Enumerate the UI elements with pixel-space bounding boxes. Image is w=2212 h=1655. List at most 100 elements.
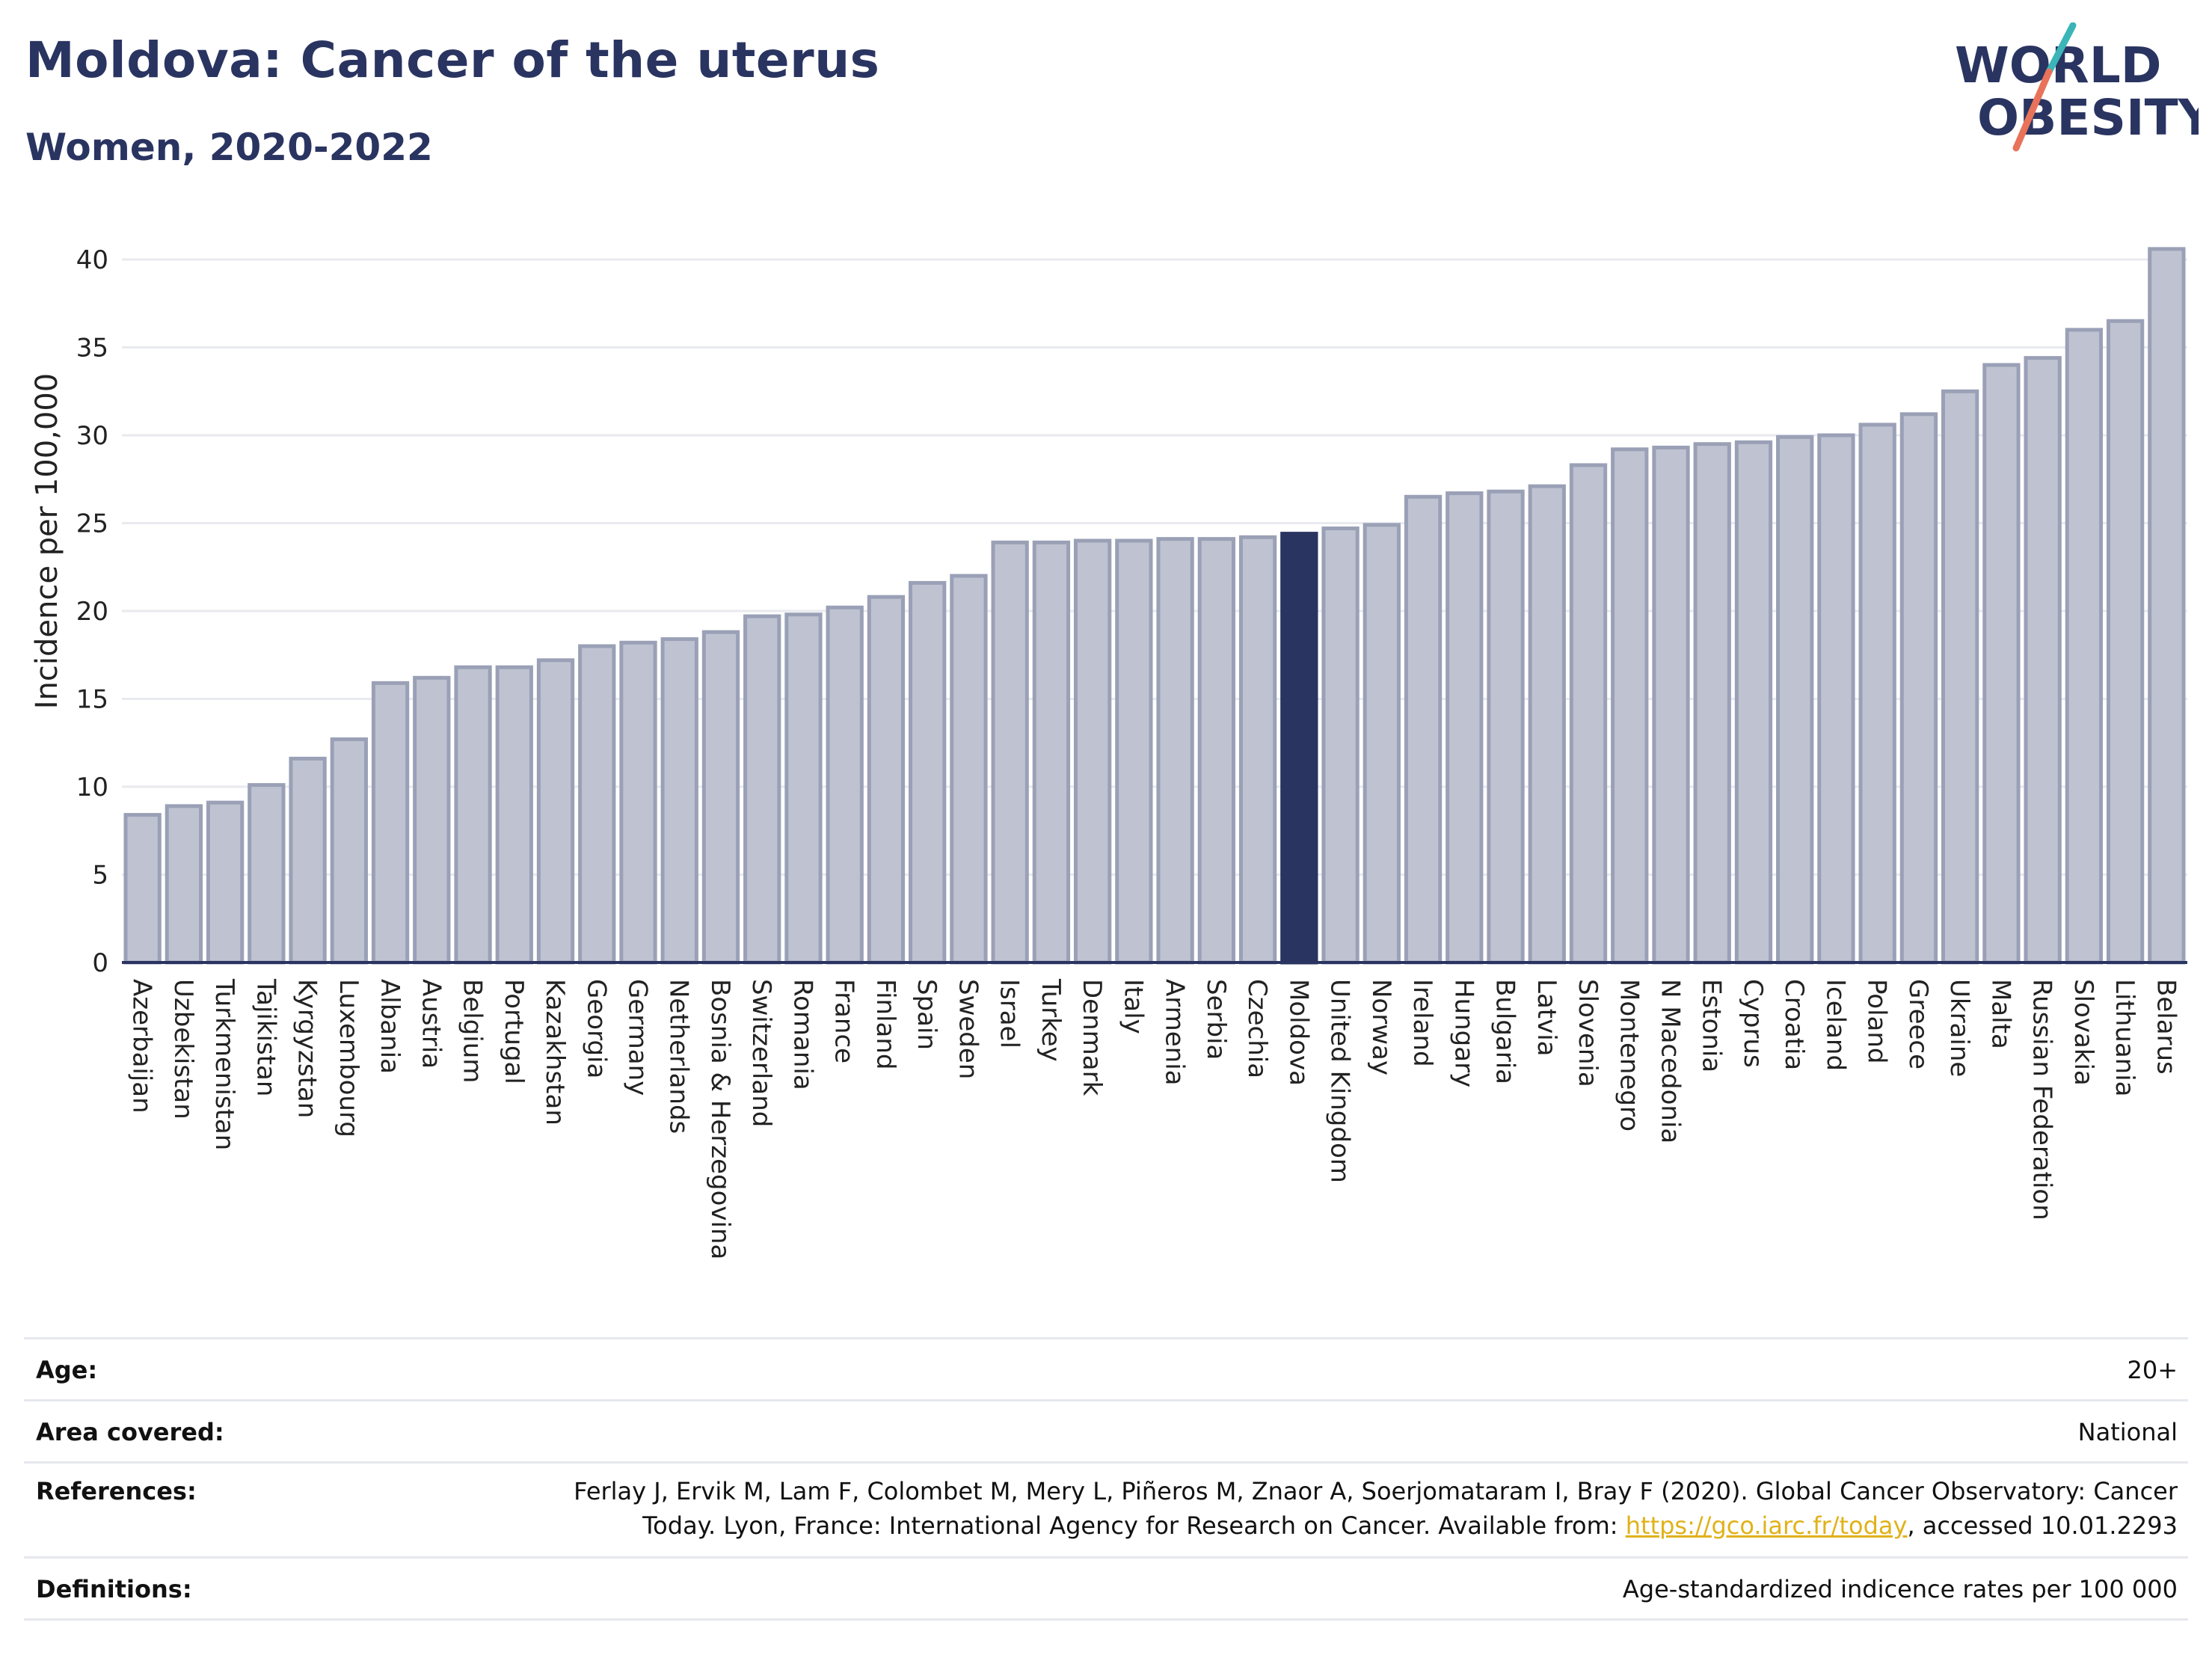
bar <box>784 612 823 965</box>
bar <box>867 595 906 965</box>
x-tick-label: Tajikistan <box>251 978 280 1096</box>
x-tick-label: Bulgaria <box>1490 979 1520 1084</box>
x-tick-label: Italy <box>1118 979 1148 1034</box>
x-tick-label: N Macedonia <box>1656 979 1686 1143</box>
x-tick-label: Spain <box>912 979 941 1050</box>
x-tick-label: Turkmenistan <box>209 978 239 1150</box>
x-tick-label: Kazakhstan <box>540 979 570 1126</box>
bar <box>950 574 988 965</box>
x-tick-label: Belarus <box>2151 979 2181 1075</box>
bar <box>289 756 327 965</box>
bar <box>660 637 698 965</box>
age-label: Age: <box>36 1356 98 1384</box>
x-tick-label: Russian Federation <box>2027 979 2057 1220</box>
area-value: National <box>2077 1418 2178 1446</box>
y-tick-label: 10 <box>76 773 108 802</box>
y-tick-label: 35 <box>76 334 108 363</box>
x-tick-label: Turkey <box>1036 978 1066 1062</box>
bar-chart: 0 5 10 15 20 25 30 35 40 Incidence per 100,000 Aze… <box>30 245 2187 1259</box>
bar <box>1197 537 1236 965</box>
y-tick-label: 40 <box>76 245 108 275</box>
references-line-2-post: , accessed 10.01.2293 <box>1907 1511 2178 1540</box>
bar <box>1032 540 1071 965</box>
x-tick-label: Czechia <box>1242 979 1272 1078</box>
bar <box>909 580 947 965</box>
bar <box>1446 491 1484 965</box>
bar <box>1362 523 1401 965</box>
x-tick-label: Romania <box>787 979 817 1090</box>
bar <box>1404 494 1443 965</box>
page-subtitle: Women, 2020-2022 <box>25 126 433 169</box>
x-tick-label: Albania <box>375 979 405 1074</box>
x-tick-label: Austria <box>416 979 446 1069</box>
x-tick-label: Armenia <box>1160 979 1190 1086</box>
bar <box>123 813 162 965</box>
x-tick-label: Denmark <box>1077 979 1107 1096</box>
references-link[interactable]: https://gco.iarc.fr/today <box>1625 1511 1908 1540</box>
x-tick-label: Ireland <box>1407 979 1437 1067</box>
x-tick-label: Bosnia & Herzegovina <box>705 979 735 1259</box>
x-tick-label: Kyrgyzstan <box>292 979 322 1118</box>
bar <box>1899 412 1938 965</box>
bar <box>826 605 864 965</box>
y-axis-label: Incidence per 100,000 <box>30 373 64 710</box>
logo-slash-top <box>2045 22 2077 76</box>
x-tick-label: Germany <box>623 979 653 1096</box>
bar <box>1652 445 1690 965</box>
bar <box>619 640 657 965</box>
references-label: References: <box>36 1477 197 1505</box>
world-obesity-logo: WORLD OBESITY <box>1955 22 2199 152</box>
page-title: Moldova: Cancer of the uterus <box>25 31 880 89</box>
y-tick-label: 15 <box>76 685 108 715</box>
x-tick-label: Ukraine <box>1944 979 1974 1077</box>
x-tick-label: Switzerland <box>746 979 776 1127</box>
references-line-2: Today. Lyon, France: International Agenc… <box>574 1508 2178 1543</box>
x-tick-label: Latvia <box>1531 979 1561 1057</box>
x-tick-label: Hungary <box>1448 979 1478 1087</box>
bar <box>2065 328 2104 965</box>
x-tick-label: Poland <box>1862 979 1892 1064</box>
x-tick-label: Croatia <box>1779 979 1809 1070</box>
metadata-table: Age: 20+ Area covered: National Referenc… <box>24 1337 2188 1621</box>
age-value: 20+ <box>2127 1356 2178 1384</box>
x-tick-label: Lithuania <box>2110 979 2139 1096</box>
bar <box>165 804 203 965</box>
bar <box>1156 537 1194 965</box>
x-tick-label: Finland <box>870 979 900 1070</box>
bar <box>1569 463 1608 965</box>
x-tick-label: Uzbekistan <box>168 979 198 1120</box>
bar <box>1073 538 1112 965</box>
y-tick-label: 0 <box>92 948 108 978</box>
bar <box>2106 319 2145 965</box>
bar-highlight <box>1280 532 1318 965</box>
x-tick-label: Cyprus <box>1738 979 1768 1068</box>
x-tick-label: United Kingdom <box>1325 979 1355 1183</box>
bar <box>1528 484 1566 965</box>
x-tick-label: France <box>829 979 859 1063</box>
meta-row-references: References: Ferlay J, Ervik M, Lam F, Co… <box>24 1461 2188 1556</box>
bar <box>2024 356 2062 965</box>
bar <box>536 658 575 965</box>
bar <box>206 800 245 965</box>
bar <box>1941 389 1979 965</box>
x-tick-label: Belgium <box>458 979 488 1083</box>
bar <box>743 614 781 965</box>
bar <box>330 737 368 965</box>
references-line-1: Ferlay J, Ervik M, Lam F, Colombet M, Me… <box>574 1477 2178 1505</box>
references-line-2-pre: Today. Lyon, France: International Agenc… <box>642 1511 1626 1540</box>
bar <box>1693 442 1731 965</box>
bar <box>1982 363 2021 965</box>
bar <box>1487 489 1525 965</box>
bar <box>1776 435 1814 965</box>
x-tick-label: Netherlands <box>664 979 694 1134</box>
bar <box>578 644 616 965</box>
x-tick-label: Georgia <box>581 979 611 1078</box>
x-tick-label: Slovenia <box>1573 979 1603 1087</box>
y-tick-label: 25 <box>76 509 108 539</box>
bar <box>2148 247 2186 965</box>
logo-line-1: WORLD <box>1955 37 2162 94</box>
x-tick-label: Greece <box>1903 979 1933 1069</box>
bar <box>495 665 533 965</box>
bar <box>1734 440 1773 965</box>
bar <box>413 675 451 965</box>
